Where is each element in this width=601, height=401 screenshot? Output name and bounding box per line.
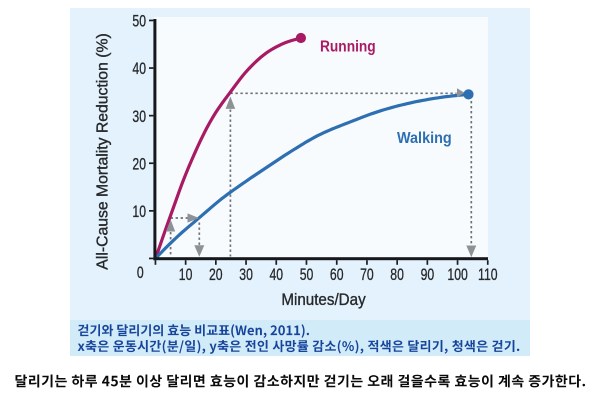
svg-text:50: 50 xyxy=(132,13,146,31)
svg-text:Running: Running xyxy=(320,39,376,56)
svg-text:Minutes/Day: Minutes/Day xyxy=(281,291,365,309)
svg-text:20: 20 xyxy=(209,266,223,284)
svg-text:70: 70 xyxy=(360,266,374,284)
svg-text:50: 50 xyxy=(300,266,314,284)
svg-text:30: 30 xyxy=(132,108,146,126)
svg-text:20: 20 xyxy=(132,156,146,174)
svg-text:90: 90 xyxy=(421,266,435,284)
svg-text:110: 110 xyxy=(478,266,497,284)
svg-text:40: 40 xyxy=(269,266,283,284)
svg-text:30: 30 xyxy=(239,266,253,284)
svg-text:10: 10 xyxy=(132,203,146,221)
svg-text:Walking: Walking xyxy=(397,130,452,148)
svg-text:10: 10 xyxy=(179,266,193,284)
svg-text:100: 100 xyxy=(447,266,467,284)
svg-text:40: 40 xyxy=(132,60,146,78)
svg-text:80: 80 xyxy=(390,266,404,284)
svg-text:60: 60 xyxy=(330,266,344,284)
svg-text:All-Cause Mortality Reduction: All-Cause Mortality Reduction (%) xyxy=(94,33,111,269)
svg-text:0: 0 xyxy=(137,264,144,282)
